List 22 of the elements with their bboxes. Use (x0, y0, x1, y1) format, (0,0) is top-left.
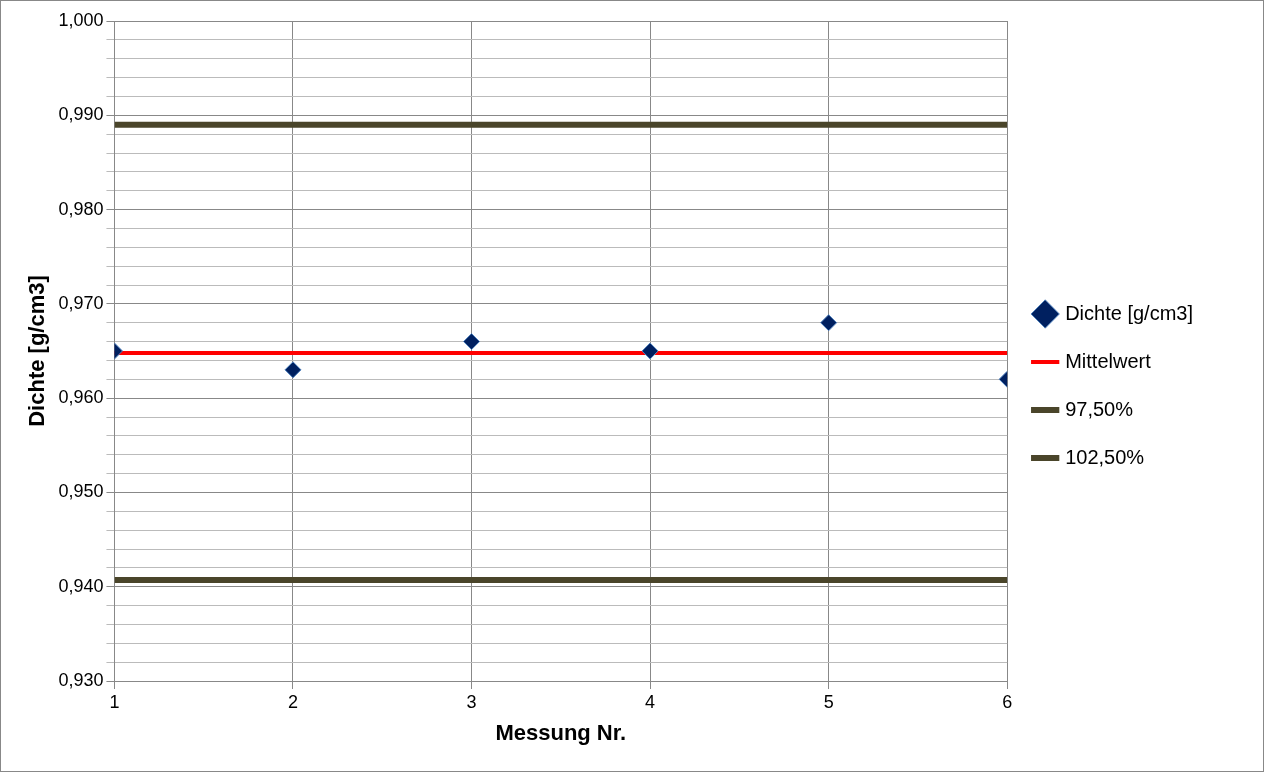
y-tick-label: 0,980 (58, 198, 104, 219)
y-tick-label: 0,950 (58, 481, 104, 502)
x-axis-title: Messung Nr. (495, 719, 627, 745)
legend-label: 102,50% (1065, 445, 1145, 468)
point (463, 333, 481, 351)
x-tick-label: 4 (645, 691, 656, 712)
y-axis-title: Dichte [g/cm3] (24, 275, 50, 427)
legend-label: 97,50% (1065, 397, 1134, 420)
x-tick-label: 5 (823, 691, 834, 712)
legend-label: Mittelwert (1065, 349, 1152, 372)
x-tick-label: 1 (109, 691, 120, 712)
y-tick-label: 0,990 (58, 104, 104, 125)
y-tick-label: 0,940 (58, 575, 104, 596)
point (641, 342, 659, 360)
x-tick-label: 6 (1002, 691, 1013, 712)
legend-label: Dichte [g/cm3] (1065, 301, 1194, 324)
y-tick-label: 0,930 (58, 669, 104, 690)
y-tick-label: 1,000 (58, 9, 104, 30)
y-tick-label: 0,970 (58, 292, 104, 313)
x-tick-label: 2 (287, 691, 298, 712)
x-tick-label: 3 (466, 691, 477, 712)
y-tick-label: 0,960 (58, 387, 104, 408)
